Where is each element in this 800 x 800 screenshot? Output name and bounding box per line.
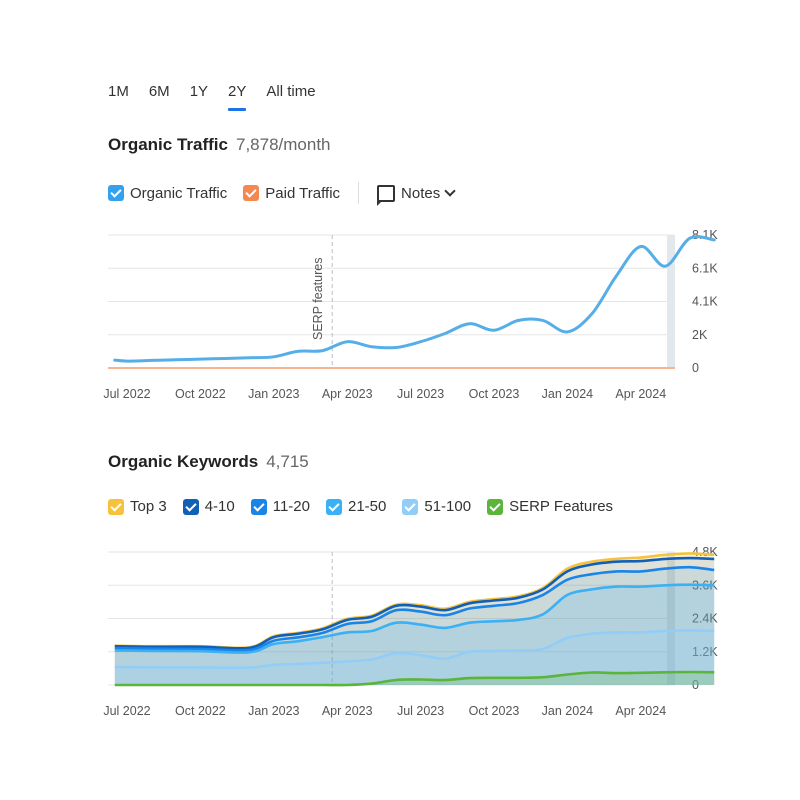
traffic-title-label: Organic Traffic: [108, 135, 228, 154]
series-line-4-10: [114, 556, 715, 650]
keywords-x-tick: Oct 2022: [175, 704, 226, 718]
legend-organic-traffic[interactable]: Organic Traffic: [108, 185, 227, 202]
tab-2y[interactable]: 2Y: [228, 80, 247, 111]
organic-traffic-line: [113, 235, 716, 363]
legend-11-20[interactable]: 11-20: [250, 498, 310, 515]
tab-6m[interactable]: 6M: [148, 83, 170, 100]
traffic-value: 7,878/month: [235, 135, 331, 154]
keywords-x-tick: Apr 2024: [615, 704, 666, 718]
keywords-x-tick: Jul 2022: [103, 704, 150, 718]
traffic-title: Organic Traffic 7,878/month: [108, 135, 331, 155]
keywords-x-tick: Jan 2024: [542, 704, 593, 718]
checkbox-checked-icon[interactable]: [250, 498, 267, 515]
keywords-title: Organic Keywords 4,715: [108, 452, 309, 472]
traffic-y-tick: 4.1K: [692, 295, 718, 309]
traffic-legend: Organic Traffic Paid Traffic Notes: [108, 182, 456, 206]
legend-divider: [358, 182, 360, 204]
keywords-current-period-band: [667, 552, 675, 685]
legend-organic-traffic-label: Organic Traffic: [130, 184, 228, 202]
checkbox-checked-icon[interactable]: [402, 498, 419, 515]
checkbox-checked-icon[interactable]: [108, 185, 124, 201]
legend-serp-features-label: SERP Features: [509, 498, 614, 515]
legend-21-50[interactable]: 21-50: [326, 498, 386, 515]
series-area-4-10: [114, 558, 715, 685]
legend-paid-traffic-label: Paid Traffic: [265, 184, 341, 202]
keywords-y-tick: 0: [692, 678, 699, 692]
series-area-top-3: [114, 553, 715, 685]
traffic-x-tick: Oct 2023: [469, 387, 520, 401]
traffic-current-period-band: [667, 235, 675, 368]
series-line-11-20: [114, 565, 715, 652]
legend-51-100-label: 51-100: [424, 498, 472, 515]
legend-top-3-label: Top 3: [130, 498, 167, 515]
notes-label: Notes: [401, 184, 441, 202]
keywords-value: 4,715: [266, 452, 309, 471]
legend-4-10-label: 4-10: [204, 498, 235, 515]
legend-serp-features[interactable]: SERP Features: [487, 498, 613, 515]
series-line-serp-features: [114, 670, 715, 687]
legend-4-10[interactable]: 4-10: [182, 498, 235, 515]
traffic-x-tick: Apr 2023: [322, 387, 373, 401]
keywords-y-tick: 2.4K: [692, 612, 718, 626]
tab-1m[interactable]: 1M: [108, 83, 129, 100]
checkbox-checked-icon[interactable]: [243, 185, 260, 201]
keywords-x-tick: Jan 2023: [248, 704, 299, 718]
period-tabs: 1M 6M 1Y 2Y All time: [108, 80, 336, 111]
series-line-21-50: [114, 583, 715, 654]
legend-51-100[interactable]: 51-100: [402, 498, 471, 515]
keywords-legend: Top 3 4-10 11-20 21-50 51-100 SERP Featu…: [108, 498, 629, 515]
legend-top-3[interactable]: Top 3: [108, 498, 167, 515]
checkbox-checked-icon[interactable]: [326, 498, 342, 515]
checkbox-checked-icon[interactable]: [182, 498, 199, 515]
tab-all-time[interactable]: All time: [266, 83, 316, 100]
traffic-x-tick: Jan 2023: [248, 387, 299, 401]
traffic-y-tick: 2K: [692, 328, 708, 342]
legend-11-20-label: 11-20: [272, 498, 310, 515]
legend-21-50-label: 21-50: [348, 498, 387, 515]
traffic-y-tick: 6.1K: [692, 261, 718, 275]
checkbox-checked-icon[interactable]: [487, 498, 504, 515]
notes-icon: [377, 184, 396, 206]
series-line-51-100: [114, 629, 715, 670]
series-area-21-50: [114, 584, 715, 685]
traffic-x-tick: Jul 2023: [397, 387, 444, 401]
notes-dropdown[interactable]: Notes: [377, 184, 456, 206]
legend-paid-traffic[interactable]: Paid Traffic: [243, 185, 340, 202]
traffic-x-tick: Jul 2022: [103, 387, 150, 401]
traffic-annotation-label: SERP features: [311, 258, 325, 340]
series-area-51-100: [114, 630, 715, 685]
keywords-title-label: Organic Keywords: [108, 452, 259, 471]
checkbox-checked-icon[interactable]: [108, 498, 124, 515]
tab-1y[interactable]: 1Y: [189, 83, 209, 100]
keywords-x-tick: Jul 2023: [397, 704, 444, 718]
traffic-x-tick: Apr 2024: [615, 387, 666, 401]
traffic-x-tick: Oct 2022: [175, 387, 226, 401]
chevron-down-icon: [444, 185, 456, 197]
keywords-y-tick: 1.2K: [692, 645, 718, 659]
traffic-x-tick: Jan 2024: [542, 387, 593, 401]
traffic-y-tick: 0: [692, 361, 699, 375]
keywords-x-tick: Oct 2023: [469, 704, 520, 718]
keywords-x-tick: Apr 2023: [322, 704, 373, 718]
